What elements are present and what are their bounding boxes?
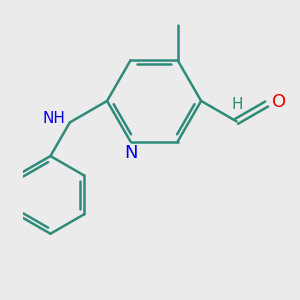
Text: H: H [232,98,243,112]
Text: N: N [124,144,137,162]
Text: O: O [272,93,286,111]
Text: NH: NH [43,111,66,126]
